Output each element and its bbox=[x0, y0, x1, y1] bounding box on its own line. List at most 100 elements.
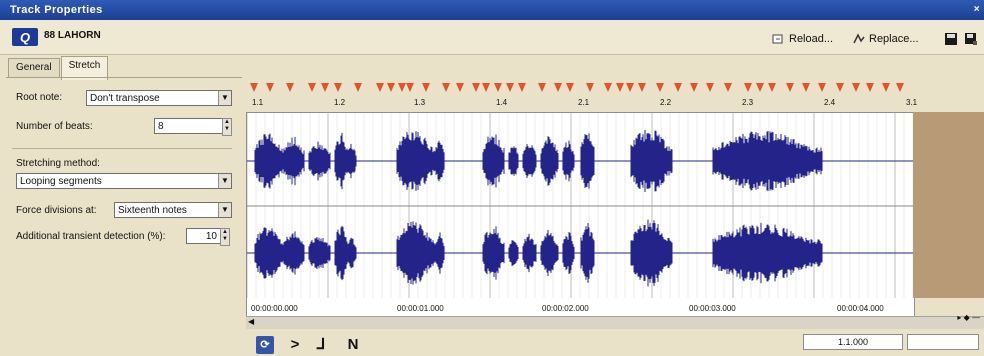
beats-value: 8 bbox=[158, 121, 164, 132]
nav-arrows-icon[interactable]: ▸ ◆ — bbox=[957, 313, 980, 322]
close-icon[interactable]: × bbox=[973, 4, 980, 15]
beats-spinner[interactable]: 8 ▲ ▼ bbox=[154, 118, 232, 136]
chevron-down-icon: ▼ bbox=[218, 203, 231, 217]
beat-marker[interactable] bbox=[354, 83, 362, 92]
replace-icon bbox=[852, 33, 866, 45]
track-icon: Q bbox=[12, 28, 38, 46]
tab-stretch[interactable]: Stretch bbox=[60, 56, 109, 80]
beat-marker[interactable] bbox=[506, 83, 514, 92]
beat-marker[interactable] bbox=[756, 83, 764, 92]
time-label: 00:00:01.000 bbox=[397, 304, 444, 313]
tool-select-icon[interactable]: ⟳ bbox=[256, 336, 274, 354]
beat-marker[interactable] bbox=[334, 83, 342, 92]
beat-marker[interactable] bbox=[308, 83, 316, 92]
time-label: 00:00:04.000 bbox=[837, 304, 884, 313]
beat-marker[interactable] bbox=[266, 83, 274, 92]
beat-marker[interactable] bbox=[586, 83, 594, 92]
beat-marker[interactable] bbox=[802, 83, 810, 92]
reload-label: Reload... bbox=[789, 33, 834, 45]
beat-marker[interactable] bbox=[626, 83, 634, 92]
spin-icon[interactable]: ▲ ▼ bbox=[220, 228, 230, 246]
beat-marker[interactable] bbox=[518, 83, 526, 92]
divisions-value: Sixteenth notes bbox=[118, 205, 187, 216]
position-field[interactable]: 1.1.000 bbox=[803, 334, 903, 350]
transient-value: 10 bbox=[205, 231, 217, 242]
reload-icon bbox=[772, 33, 786, 45]
stretch-method-select[interactable]: Looping segments ▼ bbox=[16, 173, 232, 189]
beat-marker[interactable] bbox=[472, 83, 480, 92]
time-label: 00:00:00.000 bbox=[251, 304, 298, 313]
divisions-select[interactable]: Sixteenth notes ▼ bbox=[114, 202, 232, 218]
beat-marker[interactable] bbox=[724, 83, 732, 92]
replace-label: Replace... bbox=[869, 33, 919, 45]
beat-marker[interactable] bbox=[456, 83, 464, 92]
ruler-label: 1.2 bbox=[334, 98, 346, 107]
replace-button[interactable]: Replace... bbox=[852, 33, 919, 45]
ruler-label: 2.2 bbox=[660, 98, 672, 107]
beat-ruler: 1.1 1.2 1.3 1.4 2.1 2.2 2.3 2.4 3.1 bbox=[246, 98, 980, 112]
beat-marker[interactable] bbox=[836, 83, 844, 92]
beat-marker[interactable] bbox=[250, 83, 258, 92]
ruler-label: 3.1 bbox=[906, 98, 918, 107]
tab-general[interactable]: General bbox=[8, 58, 60, 78]
spin-icon[interactable]: ▲ ▼ bbox=[222, 118, 232, 136]
beat-marker[interactable] bbox=[690, 83, 698, 92]
beat-marker[interactable] bbox=[656, 83, 664, 92]
beat-marker[interactable] bbox=[376, 83, 384, 92]
method-value: Looping segments bbox=[20, 176, 102, 187]
root-note-select[interactable]: Don't transpose ▼ bbox=[86, 90, 232, 106]
length-field[interactable] bbox=[907, 334, 979, 350]
waveform-display[interactable] bbox=[246, 112, 915, 300]
ruler-label: 2.3 bbox=[742, 98, 754, 107]
empty-region bbox=[913, 112, 984, 298]
tool-marker-icon[interactable]: ⅃ bbox=[316, 336, 326, 353]
ruler-label: 1.3 bbox=[414, 98, 426, 107]
reload-button[interactable]: Reload... bbox=[772, 33, 833, 45]
beat-marker[interactable] bbox=[442, 83, 450, 92]
beat-marker[interactable] bbox=[866, 83, 874, 92]
beat-marker[interactable] bbox=[538, 83, 546, 92]
title-bar: Track Properties × bbox=[0, 0, 984, 20]
beat-marker[interactable] bbox=[566, 83, 574, 92]
beat-marker[interactable] bbox=[882, 83, 890, 92]
beat-marker[interactable] bbox=[406, 83, 414, 92]
beat-marker[interactable] bbox=[896, 83, 904, 92]
tool-note-icon[interactable]: N bbox=[347, 336, 359, 353]
beat-marker[interactable] bbox=[818, 83, 826, 92]
beat-marker[interactable] bbox=[768, 83, 776, 92]
horizontal-scrollbar[interactable]: ◀ bbox=[246, 316, 984, 329]
ruler-label: 2.1 bbox=[578, 98, 590, 107]
time-label: 00:00:02.000 bbox=[542, 304, 589, 313]
divider bbox=[12, 148, 232, 149]
transient-spinner[interactable]: 10 ▲ ▼ bbox=[186, 228, 230, 246]
beat-marker[interactable] bbox=[604, 83, 612, 92]
beat-marker[interactable] bbox=[387, 83, 395, 92]
scroll-left-icon[interactable]: ◀ bbox=[248, 317, 255, 326]
beat-marker[interactable] bbox=[674, 83, 682, 92]
tool-arrow-icon[interactable]: > bbox=[290, 336, 300, 353]
beat-marker[interactable] bbox=[398, 83, 406, 92]
time-label: 00:00:03.000 bbox=[689, 304, 736, 313]
chevron-down-icon: ▼ bbox=[218, 174, 231, 188]
chevron-down-icon: ▼ bbox=[218, 91, 231, 105]
beat-marker[interactable] bbox=[321, 83, 329, 92]
waveform-canvas bbox=[246, 113, 914, 299]
beat-marker[interactable] bbox=[554, 83, 562, 92]
tab-strip: General Stretch bbox=[8, 56, 109, 80]
beat-marker[interactable] bbox=[852, 83, 860, 92]
beat-marker[interactable] bbox=[706, 83, 714, 92]
beat-marker[interactable] bbox=[494, 83, 502, 92]
root-note-label: Root note: bbox=[16, 92, 63, 103]
beat-marker[interactable] bbox=[786, 83, 794, 92]
beat-marker[interactable] bbox=[482, 83, 490, 92]
beat-marker[interactable] bbox=[422, 83, 430, 92]
beat-marker-row bbox=[246, 82, 908, 96]
beat-marker[interactable] bbox=[744, 83, 752, 92]
beat-marker[interactable] bbox=[286, 83, 294, 92]
beat-marker[interactable] bbox=[616, 83, 624, 92]
beat-marker[interactable] bbox=[638, 83, 646, 92]
toolbar bbox=[0, 20, 984, 55]
save-icon[interactable] bbox=[944, 32, 958, 46]
beats-label: Number of beats: bbox=[16, 121, 93, 132]
save-as-icon[interactable] bbox=[964, 32, 978, 46]
